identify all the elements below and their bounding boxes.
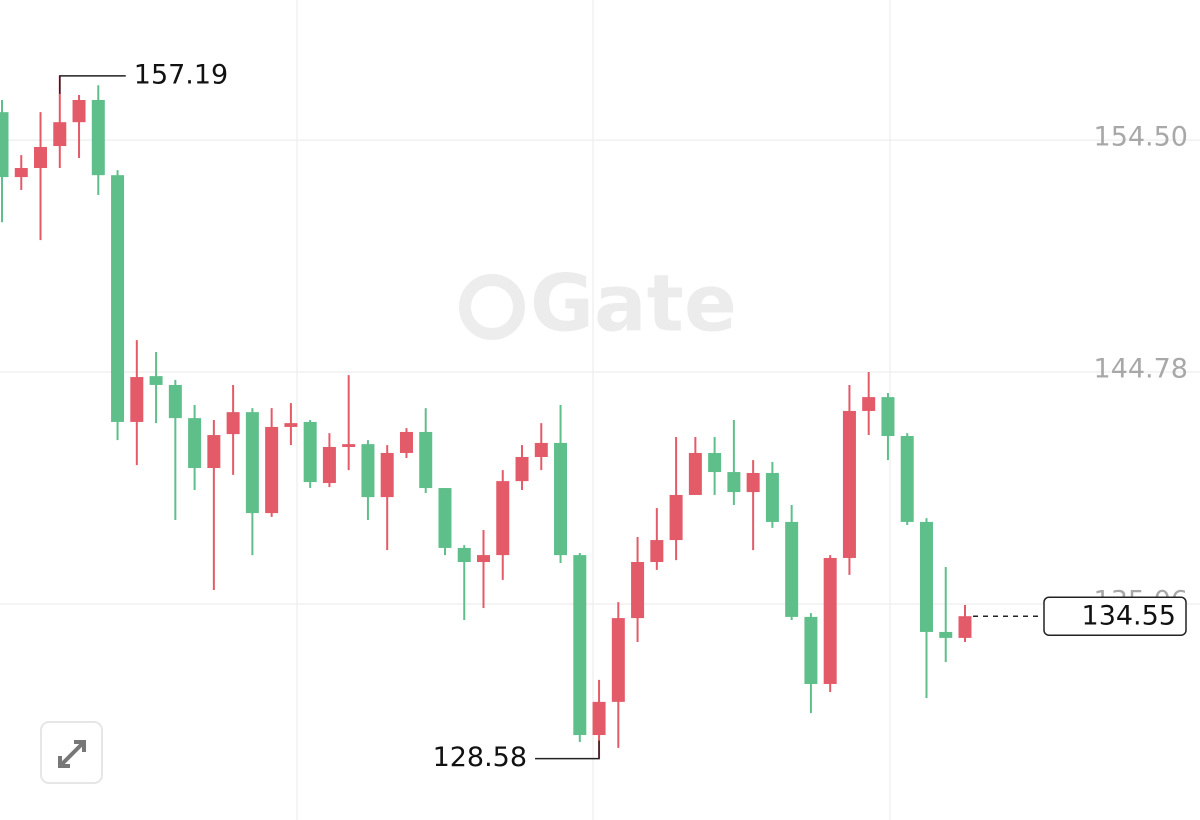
- candle-body: [823, 557, 837, 684]
- y-tick-label: 125.33: [1094, 818, 1188, 820]
- plot: 157.19 128.58 134.55: [0, 59, 1187, 773]
- candle-body: [708, 452, 722, 473]
- candle-body: [939, 631, 953, 638]
- candle-body: [130, 377, 144, 422]
- candle-body: [265, 426, 279, 514]
- candle-body: [496, 481, 510, 556]
- candle-body: [862, 397, 876, 411]
- candle-body: [650, 540, 664, 563]
- candle-body: [842, 410, 856, 558]
- min-connector: [535, 740, 600, 760]
- candle-body: [765, 473, 779, 522]
- candle-body: [688, 452, 702, 495]
- candle-body: [900, 436, 914, 522]
- candle-body: [958, 616, 972, 638]
- max-connector: [59, 75, 126, 94]
- max-label: 157.19: [134, 59, 228, 90]
- candle-body: [785, 521, 799, 617]
- candle-body: [611, 618, 625, 702]
- last-price-box: [1043, 596, 1187, 636]
- candle-body: [111, 175, 125, 422]
- candle-body: [149, 376, 163, 385]
- candle-body: [342, 444, 356, 447]
- candle-body: [207, 435, 221, 468]
- candle-body: [188, 418, 202, 468]
- candle-body: [534, 442, 548, 458]
- candle-body: [322, 446, 336, 484]
- candle-body: [919, 521, 933, 632]
- candle-body: [727, 472, 741, 493]
- candle-body: [91, 99, 105, 176]
- candle-body: [34, 147, 48, 169]
- candle-body: [284, 423, 298, 427]
- watermark: Gate: [459, 259, 737, 349]
- min-label: 128.58: [433, 742, 527, 773]
- candle-body: [168, 384, 182, 419]
- candle-body: [0, 112, 9, 178]
- last-price-label: 134.55: [1082, 601, 1176, 632]
- candle-body: [53, 122, 67, 147]
- watermark-text: Gate: [530, 259, 737, 349]
- candle-body: [746, 473, 760, 493]
- candle-body: [631, 562, 645, 619]
- candle-body: [14, 168, 28, 178]
- candle-body: [804, 616, 818, 684]
- candle-body: [881, 397, 895, 437]
- candle-body: [72, 99, 86, 123]
- candle-body: [419, 431, 433, 489]
- candle-body: [226, 412, 240, 435]
- candle-body: [592, 701, 606, 736]
- candle-body: [380, 452, 394, 498]
- candle-body: [477, 555, 490, 563]
- candle-body: [554, 442, 568, 556]
- expand-button[interactable]: [40, 721, 103, 784]
- candle-body: [399, 431, 413, 453]
- candle-body: [669, 494, 683, 541]
- candle-body: [515, 457, 529, 482]
- y-tick-label: 154.50: [1094, 122, 1188, 153]
- candle-body: [303, 421, 317, 483]
- candle-body: [457, 547, 471, 563]
- candle-body: [245, 412, 259, 514]
- candle-body: [573, 555, 587, 736]
- candle-body: [438, 488, 452, 548]
- y-tick-label: 144.78: [1094, 354, 1188, 385]
- candle-body: [361, 444, 375, 498]
